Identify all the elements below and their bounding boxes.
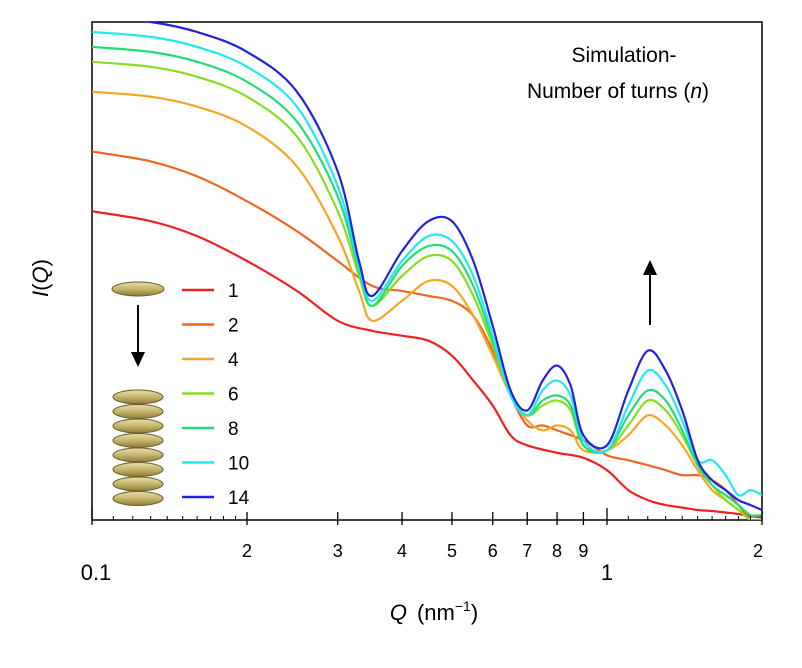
x-tick-label: 0.1 <box>81 560 112 585</box>
stacked-disks-icon <box>112 389 164 506</box>
x-tick-label: 8 <box>552 541 562 561</box>
series-layer <box>92 22 762 520</box>
plot-frame <box>91 21 763 521</box>
y-axis-label: I(Q) <box>28 259 53 297</box>
x-tick-label: 1 <box>601 560 613 585</box>
legend-label-n2: 2 <box>228 316 239 337</box>
series-line-n1 <box>92 210 762 519</box>
series-line-n4 <box>92 90 753 520</box>
legend: 1 2 4 6 8 10 14 <box>182 281 250 509</box>
x-tick-label: 2 <box>242 541 252 561</box>
legend-label-n10: 10 <box>228 454 249 475</box>
stack-disk <box>112 433 164 448</box>
down-arrow-icon <box>131 305 145 367</box>
x-tick-label: 3 <box>333 541 343 561</box>
annotation-line-2: Number of turns (n) <box>527 80 709 103</box>
annotation-line-1: Simulation- <box>571 44 676 67</box>
x-axis-label: Q (nm−1) <box>390 598 478 625</box>
stack-disk <box>112 418 164 434</box>
legend-label-n8: 8 <box>228 419 239 440</box>
series-line-n14 <box>141 22 762 512</box>
up-arrow-icon <box>643 260 657 325</box>
series-line-n8 <box>92 45 762 517</box>
x-tick-label: 9 <box>578 541 588 561</box>
x-tick-label: 4 <box>397 541 407 561</box>
series-line-n6 <box>92 60 762 520</box>
legend-label-n14: 14 <box>228 488 250 509</box>
legend-label-n4: 4 <box>228 350 239 371</box>
x-tick-label: 7 <box>522 541 532 561</box>
stack-disk <box>112 389 164 405</box>
stack-disk <box>112 476 164 492</box>
stack-disk <box>112 447 164 463</box>
stack-disk <box>112 491 164 506</box>
single-disk-icon <box>111 281 165 297</box>
x-tick-label: 5 <box>447 541 457 561</box>
stack-disk <box>112 462 164 477</box>
stack-disk <box>112 404 164 419</box>
x-tick-label: 6 <box>488 541 498 561</box>
x-axis: 0.1 2 3 4 5 6 7 8 91 2 <box>81 508 763 585</box>
legend-label-n6: 6 <box>228 385 239 406</box>
legend-label-n1: 1 <box>228 281 239 302</box>
x-tick-label: 2 <box>753 541 763 561</box>
